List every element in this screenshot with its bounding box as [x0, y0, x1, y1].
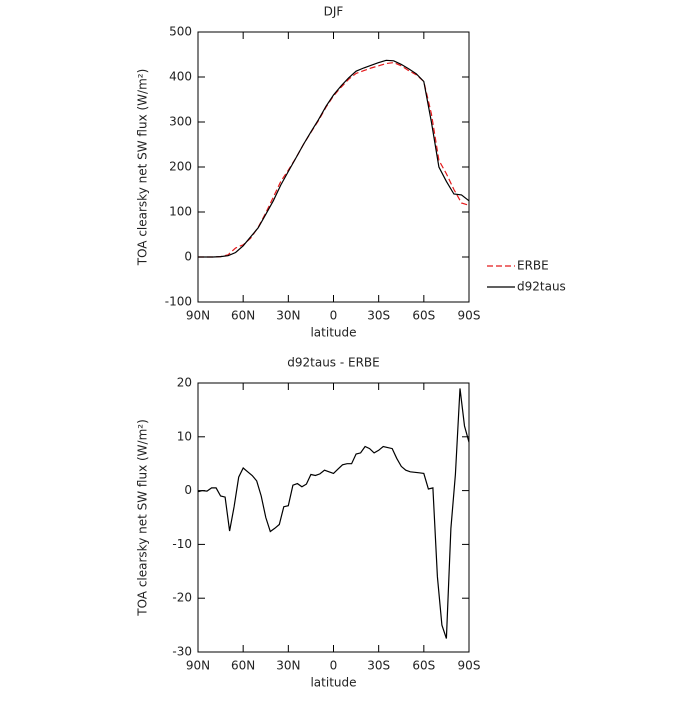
y-tick-label: -10	[172, 537, 192, 551]
chart-title: d92taus - ERBE	[287, 356, 380, 370]
y-tick-label: 0	[184, 483, 192, 497]
series-line	[198, 59, 470, 258]
x-tick-label: 60S	[412, 309, 435, 323]
y-tick-label: 200	[169, 160, 192, 174]
x-axis-label: latitude	[310, 326, 356, 340]
legend-label: d92taus	[517, 280, 566, 294]
x-tick-label: 0	[330, 309, 338, 323]
y-tick-label: -30	[172, 645, 192, 659]
x-tick-label: 30S	[367, 309, 390, 323]
x-tick-label: 90S	[458, 309, 481, 323]
x-tick-label: 90S	[458, 659, 481, 673]
y-tick-label: 500	[169, 25, 192, 39]
y-axis-label: TOA clearsky net SW flux (W/m²)	[136, 69, 150, 267]
legend-label: ERBE	[517, 259, 549, 273]
y-tick-label: 0	[184, 250, 192, 264]
y-tick-label: 20	[177, 376, 192, 390]
x-tick-label: 90N	[186, 309, 210, 323]
y-tick-label: 300	[169, 115, 192, 129]
series-line	[198, 61, 470, 258]
y-tick-label: 400	[169, 70, 192, 84]
x-tick-label: 30N	[276, 659, 300, 673]
y-tick-label: -100	[165, 295, 192, 309]
y-axis-label: TOA clearsky net SW flux (W/m²)	[136, 419, 150, 617]
x-tick-label: 30N	[276, 309, 300, 323]
x-tick-label: 60S	[412, 659, 435, 673]
chart-title: DJF	[324, 5, 344, 19]
y-tick-label: 10	[177, 429, 192, 443]
x-tick-label: 60N	[231, 659, 255, 673]
x-axis-label: latitude	[310, 676, 356, 690]
y-tick-label: -20	[172, 591, 192, 605]
plot-frame	[197, 382, 470, 653]
x-tick-label: 0	[330, 659, 338, 673]
x-tick-label: 60N	[231, 309, 255, 323]
plot-frame	[197, 31, 470, 303]
series-line	[197, 388, 470, 639]
x-tick-label: 30S	[367, 659, 390, 673]
x-tick-label: 90N	[186, 659, 210, 673]
y-tick-label: 100	[169, 205, 192, 219]
